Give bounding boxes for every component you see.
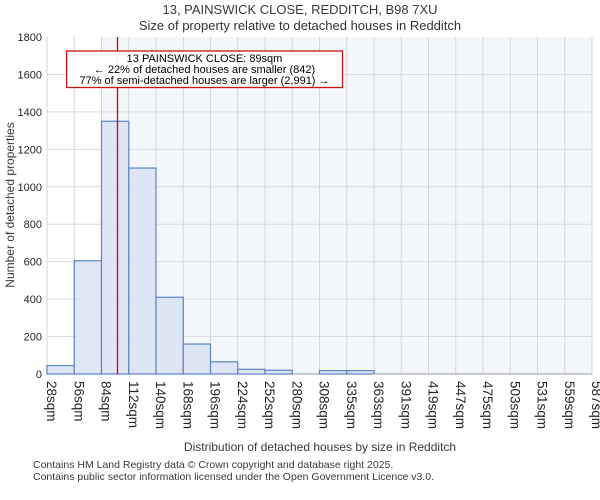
svg-text:1200: 1200 [18,144,42,156]
svg-text:1400: 1400 [18,107,42,119]
svg-text:200: 200 [24,332,42,344]
svg-text:77% of semi-detached houses ar: 77% of semi-detached houses are larger (… [79,75,329,87]
svg-text:280sqm: 280sqm [289,381,304,429]
svg-text:587sqm: 587sqm [589,381,600,429]
svg-text:140sqm: 140sqm [153,381,168,429]
svg-text:1800: 1800 [18,32,42,44]
svg-text:363sqm: 363sqm [371,381,386,429]
svg-text:800: 800 [24,219,42,231]
svg-text:196sqm: 196sqm [208,381,223,429]
svg-text:168sqm: 168sqm [180,381,195,429]
svg-text:559sqm: 559sqm [562,381,577,429]
svg-text:1600: 1600 [18,69,42,81]
svg-text:252sqm: 252sqm [262,381,277,429]
svg-text:308sqm: 308sqm [317,381,332,429]
svg-text:400: 400 [24,294,42,306]
svg-text:600: 600 [24,257,42,269]
svg-text:13, PAINSWICK CLOSE, REDDITCH,: 13, PAINSWICK CLOSE, REDDITCH, B98 7XU [163,2,438,17]
svg-text:447sqm: 447sqm [453,381,468,429]
svg-text:Distribution of detached house: Distribution of detached houses by size … [184,440,456,454]
svg-text:335sqm: 335sqm [344,381,359,429]
svg-text:224sqm: 224sqm [235,381,250,429]
svg-text:503sqm: 503sqm [507,381,522,429]
svg-text:84sqm: 84sqm [99,381,114,422]
svg-text:Size of property relative to d: Size of property relative to detached ho… [139,18,461,33]
svg-text:419sqm: 419sqm [426,381,441,429]
svg-text:531sqm: 531sqm [535,381,550,429]
svg-text:475sqm: 475sqm [480,381,495,429]
svg-text:391sqm: 391sqm [398,381,413,429]
svg-text:Contains public sector informa: Contains public sector information licen… [33,471,434,483]
svg-text:56sqm: 56sqm [71,381,86,422]
svg-text:1000: 1000 [18,182,42,194]
svg-text:Number of detached properties: Number of detached properties [3,122,17,287]
svg-text:0: 0 [36,369,42,381]
svg-text:28sqm: 28sqm [44,381,59,422]
svg-text:Contains HM Land Registry data: Contains HM Land Registry data © Crown c… [33,459,393,471]
svg-text:112sqm: 112sqm [126,381,141,428]
